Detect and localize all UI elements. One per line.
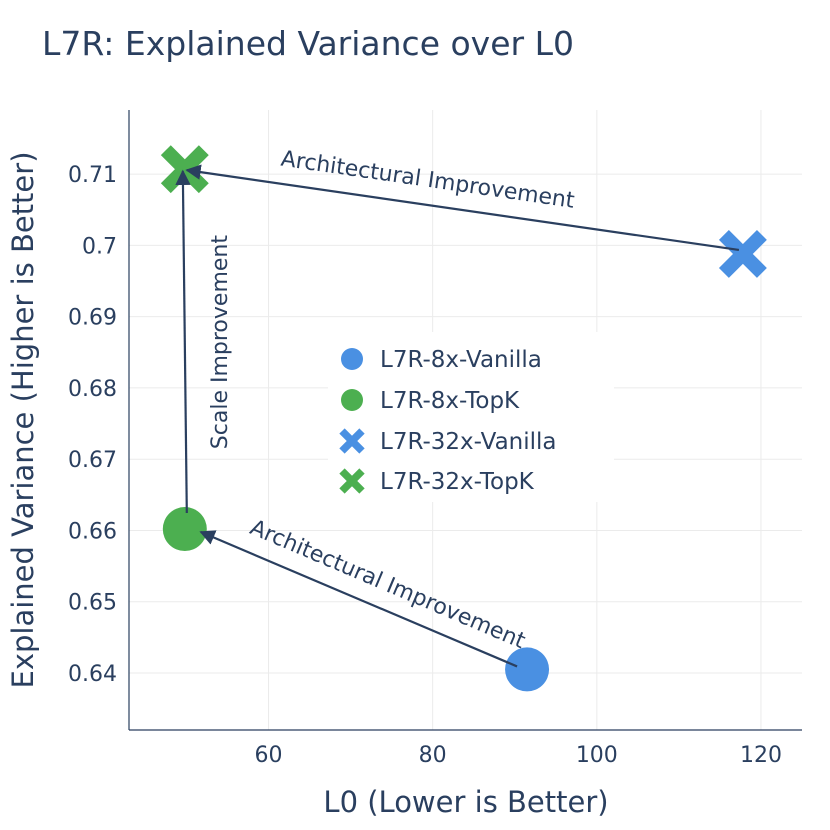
- x-tick-labels: 60 80 100 120: [255, 743, 782, 768]
- x-tick-label: 80: [419, 743, 447, 768]
- annotation-architectural-improvement-8x: Architectural Improvement: [246, 515, 529, 654]
- data-point-l7r-8x-vanilla: [505, 647, 550, 692]
- legend-item-l7r-32x-vanilla: L7R-32x-Vanilla: [339, 428, 557, 455]
- legend-label-32x-vanilla: L7R-32x-Vanilla: [380, 429, 557, 455]
- y-tick-label: 0.68: [68, 377, 117, 402]
- annotation-architectural-improvement-32x: Architectural Improvement: [279, 147, 576, 214]
- x-tick-label: 60: [255, 743, 283, 768]
- legend-item-l7r-8x-vanilla: L7R-8x-Vanilla: [341, 347, 542, 373]
- y-tick-label: 0.66: [68, 519, 117, 544]
- annotation-arrow: [175, 169, 191, 514]
- legend-marker-32x-topk: [339, 468, 365, 494]
- legend-label-32x-topk: L7R-32x-TopK: [380, 469, 535, 495]
- y-axis-title: Explained Variance (Higher is Better): [6, 151, 40, 688]
- annotation-arrows: [175, 164, 740, 668]
- legend-marker-8x-topk: [341, 389, 363, 411]
- x-tick-label: 120: [740, 743, 782, 768]
- legend-item-l7r-32x-topk: L7R-32x-TopK: [339, 468, 535, 495]
- data-points: [160, 145, 767, 692]
- legend-marker-8x-vanilla: [341, 348, 363, 370]
- annotation-scale-improvement: Scale Improvement: [208, 235, 233, 450]
- annotation-arrow: [185, 164, 740, 252]
- legend-label-8x-vanilla: L7R-8x-Vanilla: [380, 347, 542, 373]
- annotation-arrow: [199, 530, 518, 668]
- legend-background: [328, 332, 614, 502]
- legend-marker-32x-vanilla: [339, 428, 365, 454]
- legend: L7R-8x-Vanilla L7R-8x-TopK L7R-32x-Vanil…: [328, 332, 614, 502]
- y-tick-label: 0.7: [82, 234, 117, 259]
- data-point-l7r-32x-vanilla: [718, 230, 767, 278]
- legend-label-8x-topk: L7R-8x-TopK: [380, 388, 520, 414]
- y-tick-labels: 0.64 0.65 0.66 0.67 0.68 0.69 0.7 0.71: [68, 163, 117, 687]
- y-tick-label: 0.69: [68, 306, 117, 331]
- x-tick-label: 100: [576, 743, 618, 768]
- y-tick-label: 0.71: [68, 163, 117, 188]
- legend-item-l7r-8x-topk: L7R-8x-TopK: [341, 388, 520, 414]
- data-point-l7r-8x-topk: [162, 507, 207, 552]
- y-tick-label: 0.65: [68, 591, 117, 616]
- y-tick-label: 0.64: [68, 662, 117, 687]
- x-axis-title: L0 (Lower is Better): [323, 785, 608, 819]
- chart-title: L7R: Explained Variance over L0: [42, 24, 574, 63]
- data-point-l7r-32x-topk: [160, 145, 209, 194]
- y-tick-label: 0.67: [68, 448, 117, 473]
